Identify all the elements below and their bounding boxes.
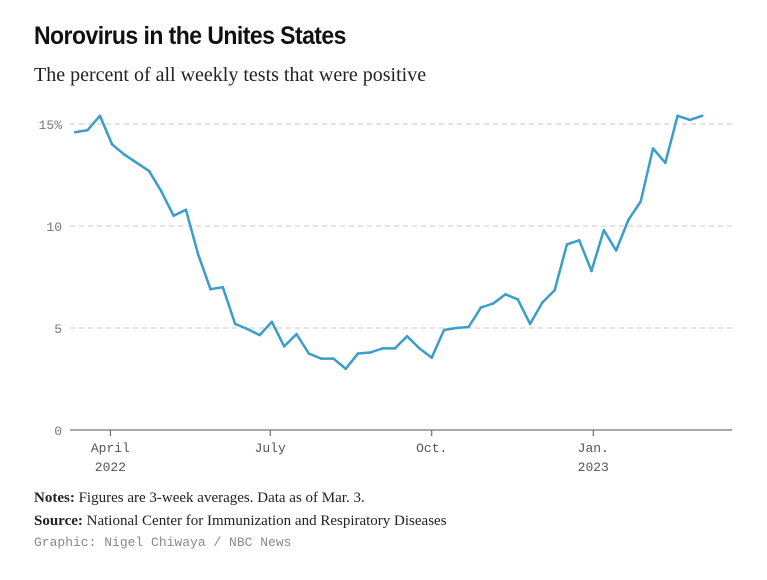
y-tick-label: 15% xyxy=(39,118,63,133)
data-point xyxy=(246,327,249,331)
data-point xyxy=(676,114,679,118)
data-point xyxy=(209,287,212,291)
data-point xyxy=(74,130,77,134)
source-text: National Center for Immunization and Res… xyxy=(86,513,447,529)
data-point xyxy=(553,289,556,292)
data-point xyxy=(639,200,642,203)
data-point xyxy=(196,253,200,256)
data-point xyxy=(233,322,237,326)
x-tick-year-label: 2022 xyxy=(95,460,126,475)
y-tick-label: 10 xyxy=(46,220,62,235)
x-axis-ticks: April 2022 July Oct. Jan. 2023 xyxy=(91,430,609,475)
data-point xyxy=(442,328,446,332)
data-point xyxy=(381,347,384,350)
notes-text: Figures are 3-week averages. Data as of … xyxy=(78,490,365,506)
data-point xyxy=(418,347,421,350)
data-point xyxy=(258,333,261,337)
x-tick-label: Oct. xyxy=(416,441,447,456)
data-point xyxy=(627,218,630,222)
source-label: Source: xyxy=(34,513,83,529)
data-point xyxy=(516,298,520,301)
data-point xyxy=(98,114,102,118)
chart-title: Norovirus in the Unites States xyxy=(34,22,346,50)
data-point xyxy=(295,332,298,336)
data-point xyxy=(467,325,470,329)
data-point xyxy=(602,228,606,232)
data-point xyxy=(184,208,188,211)
y-tick-label: 0 xyxy=(54,424,62,439)
graphic-credit: Graphic: Nigel Chiwaya / NBC News xyxy=(34,535,292,550)
data-point xyxy=(221,285,225,289)
data-point xyxy=(123,153,126,156)
x-tick-year-label: 2023 xyxy=(578,460,609,475)
data-point xyxy=(282,345,286,348)
data-point xyxy=(577,239,581,242)
data-point xyxy=(135,161,138,165)
data-point xyxy=(528,322,532,326)
notes-label: Notes: xyxy=(34,490,75,506)
series-layer xyxy=(74,114,704,371)
data-point xyxy=(344,367,348,371)
source-line: Source: National Center for Immunization… xyxy=(34,513,447,530)
x-tick-label: Jan. xyxy=(578,441,609,456)
data-point xyxy=(160,190,163,193)
data-point xyxy=(86,128,89,132)
data-point xyxy=(356,352,360,355)
data-point xyxy=(307,352,311,355)
data-point xyxy=(319,357,323,360)
data-point xyxy=(172,214,175,218)
data-point xyxy=(369,351,372,354)
data-point xyxy=(590,269,593,273)
data-point xyxy=(700,114,704,118)
data-point xyxy=(430,356,434,359)
data-point xyxy=(147,169,151,173)
data-point xyxy=(504,293,507,296)
chart-subtitle: The percent of all weekly tests that wer… xyxy=(34,64,427,86)
x-tick-label: April xyxy=(91,441,130,456)
data-point xyxy=(405,334,409,338)
notes-line: Notes: Figures are 3-week averages. Data… xyxy=(34,490,365,507)
gridlines xyxy=(70,123,732,431)
data-point xyxy=(270,320,274,324)
data-point xyxy=(565,243,569,246)
data-point xyxy=(479,306,483,309)
data-point xyxy=(393,347,397,350)
line-chart: 0 5 10 15% April 2022 July Oct. Jan. 2023 xyxy=(39,114,732,475)
y-tick-label: 5 xyxy=(54,322,62,337)
data-point xyxy=(651,147,655,150)
data-point xyxy=(332,357,335,360)
data-point xyxy=(455,326,458,330)
x-tick-label: July xyxy=(255,441,286,456)
y-axis-ticks: 0 5 10 15% xyxy=(39,118,63,439)
data-point xyxy=(491,302,495,305)
data-point xyxy=(614,249,618,252)
data-point xyxy=(664,161,667,165)
data-point xyxy=(110,143,114,146)
data-point xyxy=(541,301,544,304)
series-line xyxy=(74,114,704,371)
data-point xyxy=(688,118,692,122)
